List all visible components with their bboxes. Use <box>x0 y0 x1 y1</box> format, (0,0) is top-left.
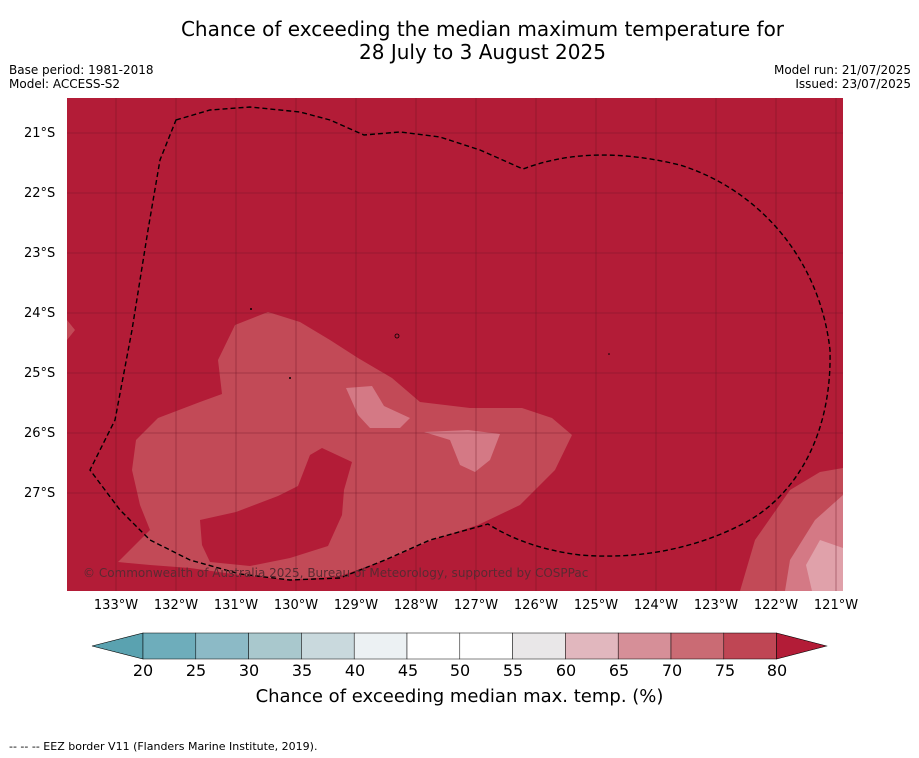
eez-border <box>89 106 831 581</box>
colorbar-tick: 65 <box>608 661 630 680</box>
map-title: Chance of exceeding the median maximum t… <box>0 18 919 64</box>
lon-label-132w: 132°W <box>153 598 199 613</box>
contour-75-80-left-edge <box>67 320 75 340</box>
island-dot-3 <box>250 308 252 310</box>
meta-left: Base period: 1981-2018 Model: ACCESS-S2 <box>9 63 154 91</box>
island-dot-4 <box>608 353 610 355</box>
lat-label-25s: 25°S <box>24 366 56 381</box>
lon-label-126w: 126°W <box>513 598 559 613</box>
colorbar-tick: 75 <box>714 661 736 680</box>
lat-label-21s: 21°S <box>24 126 56 141</box>
base-period: Base period: 1981-2018 <box>9 63 154 77</box>
lon-label-121w: 121°W <box>813 598 859 613</box>
title-line-2: 28 July to 3 August 2025 <box>359 40 606 64</box>
colorbar-tick: 20 <box>132 661 154 680</box>
lon-label-123w: 123°W <box>693 598 739 613</box>
lon-label-130w: 130°W <box>273 598 319 613</box>
lat-label-24s: 24°S <box>24 306 56 321</box>
colorbar-tick: 50 <box>449 661 471 680</box>
colorbar-tick: 25 <box>185 661 207 680</box>
lon-label-129w: 129°W <box>333 598 379 613</box>
colorbar-segment <box>512 632 566 660</box>
colorbar-segment <box>142 632 197 660</box>
colorbar-tick: 80 <box>766 661 788 680</box>
colorbar-segment <box>353 632 408 660</box>
contour-70-75-upper <box>346 386 410 428</box>
colorbar-segment <box>195 632 249 660</box>
colorbar-segment <box>723 632 777 660</box>
model-run: Model run: 21/07/2025 <box>773 63 911 77</box>
lon-label-128w: 128°W <box>393 598 439 613</box>
lon-label-122w: 122°W <box>753 598 799 613</box>
colorbar-segment <box>459 632 513 660</box>
lat-label-22s: 22°S <box>24 186 56 201</box>
colorbar-tick: 40 <box>344 661 366 680</box>
meta-right: Model run: 21/07/2025 Issued: 23/07/2025 <box>774 63 911 91</box>
island-dot-1 <box>394 333 400 339</box>
longitude-gridlines <box>115 98 837 591</box>
colorbar-segment <box>406 632 461 660</box>
model-name: Model: ACCESS-S2 <box>9 77 121 91</box>
title-line-1: Chance of exceeding the median maximum t… <box>180 17 785 41</box>
forecast-map <box>67 98 843 591</box>
contour-80-inner-pocket <box>200 448 352 566</box>
lat-label-27s: 27°S <box>24 486 56 501</box>
colorbar-tick: 70 <box>661 661 683 680</box>
colorbar-segment <box>248 632 302 660</box>
eez-legend-footnote: -- -- -- EEZ border V11 (Flanders Marine… <box>9 740 318 753</box>
colorbar <box>91 632 828 660</box>
lat-label-26s: 26°S <box>24 426 56 441</box>
latitude-gridlines <box>67 132 843 494</box>
colorbar-tick: 45 <box>397 661 419 680</box>
colorbar-label: Chance of exceeding median max. temp. (%… <box>255 686 664 707</box>
colorbar-tick: 30 <box>238 661 260 680</box>
lon-label-131w: 131°W <box>213 598 259 613</box>
colorbar-arrow-low <box>91 632 144 660</box>
colorbar-segment <box>301 632 355 660</box>
copyright-notice: © Commonwealth of Australia 2025, Bureau… <box>83 566 589 580</box>
colorbar-segment <box>670 632 725 660</box>
lon-label-124w: 124°W <box>633 598 679 613</box>
issued-date: Issued: 23/07/2025 <box>795 77 911 91</box>
contour-70-75-lower <box>424 430 500 472</box>
colorbar-tick: 35 <box>291 661 313 680</box>
colorbar-tick: 60 <box>555 661 577 680</box>
lat-label-23s: 23°S <box>24 246 56 261</box>
lon-label-127w: 127°W <box>453 598 499 613</box>
lon-label-133w: 133°W <box>93 598 139 613</box>
colorbar-tick: 55 <box>502 661 524 680</box>
colorbar-arrow-high <box>776 632 828 660</box>
island-dot-2 <box>289 377 291 379</box>
contour-65-70-right <box>806 540 843 591</box>
lon-label-125w: 125°W <box>573 598 619 613</box>
colorbar-segment <box>565 632 619 660</box>
colorbar-segment <box>617 632 672 660</box>
